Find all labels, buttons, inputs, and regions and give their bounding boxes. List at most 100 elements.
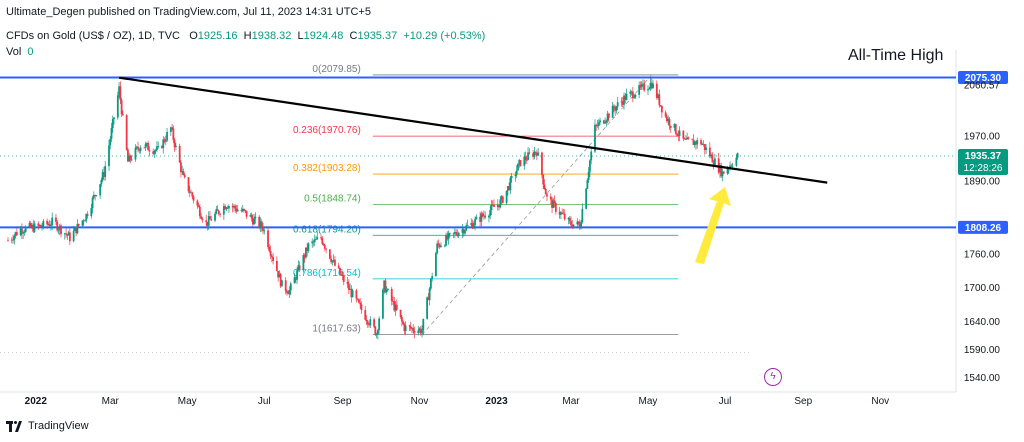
x-tick-label: Sep (794, 396, 812, 407)
candle-body (65, 233, 67, 235)
candle-body (625, 93, 628, 100)
candle-body (673, 123, 676, 128)
candle-body (647, 89, 649, 91)
candle-body (287, 292, 290, 295)
candle-body (392, 301, 394, 302)
candle-body (676, 133, 678, 136)
candle-body (219, 213, 221, 215)
candle-body (191, 192, 194, 197)
candle-body (342, 275, 345, 282)
x-tick-label: May (639, 396, 658, 407)
candle-body (180, 162, 182, 173)
candle-body (173, 139, 176, 148)
candle-body (456, 234, 459, 237)
candle-body (306, 247, 309, 251)
candle-body (713, 158, 716, 166)
candle-body (422, 318, 425, 331)
candle-body (366, 321, 369, 325)
candle-body (154, 149, 157, 151)
candle-body (455, 231, 458, 235)
candle-body (518, 160, 521, 164)
candle-body (652, 83, 654, 89)
candle-body (471, 223, 474, 229)
candle-body (606, 113, 609, 121)
candle-body (279, 273, 282, 287)
candle-body (640, 84, 643, 87)
candle-body (597, 122, 600, 126)
symbol-name: CFDs on Gold (US$ / OZ), 1D, TVC (6, 30, 181, 42)
candle-body (60, 225, 62, 235)
candle-body (188, 191, 191, 193)
candle-body (683, 138, 686, 140)
candle-body (99, 184, 102, 196)
candle-body (75, 227, 78, 234)
candle-body (90, 208, 93, 217)
candle-body (39, 225, 42, 227)
candle-body (148, 150, 151, 152)
candle-body (514, 174, 517, 177)
brand-name: TradingView (28, 420, 89, 432)
candle-body (29, 223, 32, 228)
candle-body (496, 204, 499, 207)
candle-body (387, 288, 389, 290)
candle-body (710, 154, 713, 157)
candle-body (356, 298, 359, 300)
open-value: 1925.16 (197, 30, 238, 42)
candle-body (281, 280, 283, 287)
candle-body (101, 171, 104, 180)
candle-body (528, 152, 531, 154)
candle-body (374, 326, 377, 335)
candle-body (418, 328, 421, 331)
candle-body (143, 147, 146, 149)
candle-body (719, 165, 721, 173)
candle-body (302, 255, 305, 271)
candle-body (484, 215, 487, 218)
candle-body (615, 106, 618, 111)
candle-body (214, 213, 216, 221)
candle-body (729, 165, 731, 169)
candle-body (121, 114, 124, 116)
candle-body (466, 224, 469, 226)
candle-body (258, 216, 261, 228)
candle-body (490, 204, 493, 211)
price-tag-countdown: 12:28:26 (964, 163, 1003, 174)
candle-body (667, 118, 670, 122)
candle-body (51, 217, 54, 226)
candle-body (286, 290, 288, 293)
candle-body (358, 299, 360, 303)
candle-body (378, 318, 381, 331)
candle-body (144, 144, 147, 148)
candle-body (182, 171, 185, 176)
candle-body (448, 233, 451, 234)
candle-body (517, 163, 519, 171)
candle-body (349, 288, 351, 290)
lightning-icon[interactable]: ϟ (764, 368, 782, 386)
candle-body (551, 199, 553, 208)
candle-body (577, 221, 580, 225)
candle-body (332, 259, 335, 261)
candle-body (505, 190, 508, 203)
candle-body (288, 290, 291, 295)
candle-body (491, 204, 494, 206)
candle-body (581, 208, 584, 223)
candle-body (234, 205, 237, 209)
candle-body (20, 228, 23, 234)
candle-body (571, 225, 574, 228)
candle-body (145, 142, 148, 145)
candle-body (200, 216, 203, 219)
candle-body (33, 223, 36, 232)
candle-body (616, 102, 619, 107)
candle-body (22, 232, 25, 234)
candle-body (14, 232, 17, 236)
candle-body (163, 139, 166, 142)
x-tick-label: 2023 (485, 396, 508, 407)
candle-body (605, 120, 608, 123)
candle-body (277, 270, 280, 278)
candle-body (259, 221, 262, 228)
candle-body (10, 239, 13, 241)
candle-body (534, 151, 537, 153)
candle-body (94, 194, 96, 196)
candle-body (696, 140, 699, 145)
candle-body (684, 139, 687, 140)
